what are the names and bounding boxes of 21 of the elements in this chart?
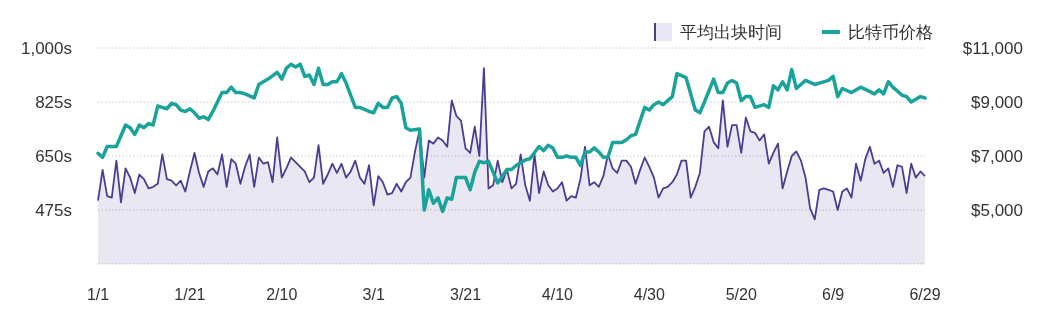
y2-tick-label: $5,000 <box>971 201 1023 220</box>
x-tick-label: 3/21 <box>449 286 482 303</box>
y-tick-label: 475s <box>35 201 72 220</box>
line-series <box>96 62 927 214</box>
x-tick-label: 2/10 <box>266 286 298 303</box>
y2-tick-label: $11,000 <box>962 39 1023 58</box>
y-tick-label: 1,000s <box>20 39 72 58</box>
x-tick-label: 1/1 <box>86 286 110 303</box>
x-tick-label: 6/29 <box>909 286 941 303</box>
x-tick-label: 4/30 <box>633 286 666 303</box>
x-tick-label: 1/21 <box>174 286 206 303</box>
legend-label: 平均出块时间 <box>680 23 782 42</box>
y2-tick-label: $9,000 <box>971 93 1023 112</box>
x-tick-label: 6/9 <box>821 286 845 303</box>
x-tick-label: 3/1 <box>362 286 385 303</box>
y-tick-label: 825s <box>35 93 72 112</box>
x-tick-label: 4/10 <box>541 286 574 303</box>
x-tick-label: 5/20 <box>725 286 757 303</box>
legend-label: 比特币价格 <box>848 23 933 42</box>
y-tick-label: 650s <box>35 147 72 166</box>
y2-tick-label: $7,000 <box>971 147 1023 166</box>
